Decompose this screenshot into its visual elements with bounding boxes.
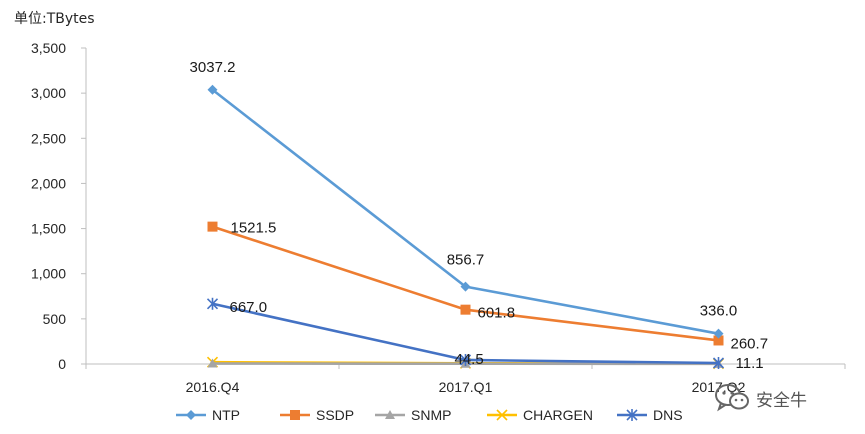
data-label-ssdp: 601.8 [478, 305, 516, 322]
data-label-dns: 44.5 [455, 351, 484, 368]
y-tick-label: 3,000 [31, 85, 66, 101]
x-tick-label: 2016.Q4 [186, 379, 240, 395]
legend-marker-ntp [186, 410, 196, 420]
y-tick-label: 1,000 [31, 266, 66, 282]
data-label-ssdp: 260.7 [731, 335, 769, 352]
y-axis-unit-label: 单位:TBytes [14, 11, 95, 27]
legend-label-chargen: CHARGEN [523, 407, 593, 423]
series-line-ntp [211, 88, 719, 335]
legend-label-ssdp: SSDP [316, 407, 354, 423]
legend-marker-chargen [496, 409, 508, 421]
data-label-ssdp: 1521.5 [231, 220, 277, 237]
data-point-ssdp [460, 304, 471, 315]
data-point-dns [206, 297, 219, 310]
data-point-ssdp [713, 335, 724, 346]
legend-marker-snmp [385, 410, 395, 419]
data-label-ntp: 3037.2 [190, 59, 236, 76]
legend-label-dns: DNS [653, 407, 683, 423]
data-label-ntp: 856.7 [447, 252, 485, 269]
y-tick-label: 3,500 [31, 40, 66, 56]
wechat-icon [715, 384, 749, 412]
data-label-ntp: 336.0 [700, 303, 738, 320]
data-label-dns: 667.0 [230, 299, 268, 316]
y-tick-label: 500 [43, 311, 67, 327]
y-tick-label: 1,500 [31, 221, 66, 237]
y-tick-label: 0 [58, 356, 66, 372]
legend-marker-dns [626, 409, 638, 421]
x-tick-label: 2017.Q2 [692, 379, 746, 395]
legend-label-ntp: NTP [212, 407, 240, 423]
y-tick-label: 2,500 [31, 130, 66, 146]
data-point-ntp [713, 328, 724, 339]
data-label-dns: 11.1 [736, 355, 764, 372]
legend-label-snmp: SNMP [411, 407, 451, 423]
watermark: 安全牛 [714, 380, 807, 416]
data-point-dns [712, 356, 725, 369]
data-point-dns [459, 353, 472, 366]
legend-marker-ssdp [290, 410, 300, 420]
data-point-snmp [207, 358, 218, 368]
data-point-ssdp [207, 221, 218, 232]
data-point-ntp [207, 84, 218, 95]
data-point-ntp [460, 281, 471, 292]
x-tick-label: 2017.Q1 [439, 379, 493, 395]
y-tick-label: 2,000 [31, 175, 66, 191]
watermark-text: 安全牛 [756, 390, 807, 411]
